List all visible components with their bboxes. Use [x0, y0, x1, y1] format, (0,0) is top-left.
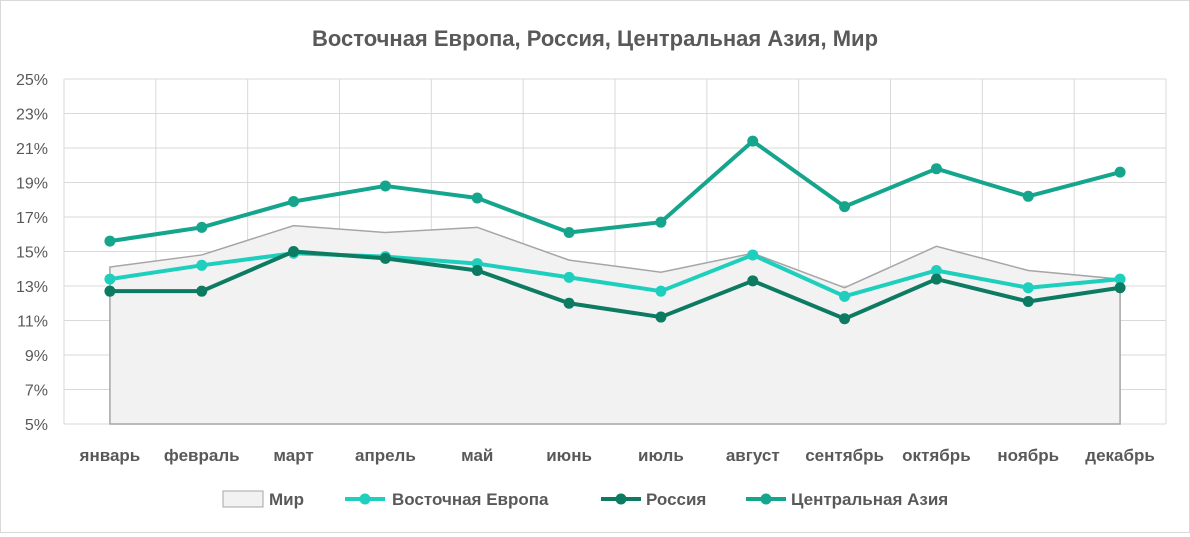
legend-label-1: Восточная Европа [392, 490, 549, 509]
legend-swatch-area [222, 490, 264, 508]
y-tick-label: 7% [25, 383, 48, 400]
y-tick-label: 21% [16, 141, 48, 158]
data-point [747, 135, 759, 147]
data-point [747, 249, 759, 261]
series-area [109, 224, 1121, 425]
x-tick-label: август [726, 446, 780, 465]
y-tick-label: 15% [16, 245, 48, 262]
data-point [288, 246, 300, 257]
data-point [563, 227, 575, 239]
data-point [196, 285, 208, 297]
x-tick-label: февраль [164, 446, 240, 465]
legend-label-0: Мир [269, 490, 304, 509]
data-point [288, 195, 300, 207]
data-point [839, 313, 851, 325]
data-point [1114, 166, 1126, 178]
x-tick-label: январь [79, 446, 141, 465]
legend: Мир Восточная Европа Россия Центральная Ази… [222, 490, 948, 509]
y-tick-label: 23% [16, 107, 48, 124]
legend-label-3: Центральная Азия [791, 490, 948, 509]
data-point [839, 290, 851, 302]
data-point [1022, 296, 1034, 308]
legend-swatch-marker [615, 493, 627, 505]
data-point [930, 273, 942, 285]
x-tick-label: июль [638, 446, 684, 465]
chart-title: Восточная Европа, Россия, Центральная Аз… [312, 26, 878, 51]
x-tick-label: апрель [355, 446, 416, 465]
data-point [1022, 190, 1034, 202]
y-tick-label: 13% [16, 279, 48, 296]
y-tick-label: 11% [17, 314, 48, 331]
data-point [104, 273, 116, 285]
x-tick-label: октябрь [902, 446, 970, 465]
series-line-1 [109, 251, 1121, 299]
y-tick-label: 9% [25, 348, 48, 365]
data-point [104, 235, 116, 247]
data-point [379, 180, 391, 192]
series-line-3 [109, 139, 1121, 244]
y-tick-label: 25% [16, 72, 48, 89]
data-point [563, 297, 575, 309]
series-area-mir [109, 224, 1121, 425]
x-tick-label: декабрь [1085, 446, 1155, 465]
data-point [930, 163, 942, 175]
data-point [104, 285, 116, 297]
y-axis-ticks: 5% 7% 9% 11% 13% 15% 17% 19% 21% 23% 25% [16, 72, 48, 434]
x-tick-label: май [461, 446, 493, 465]
data-point [379, 252, 391, 264]
data-point [1114, 282, 1126, 294]
x-tick-label: июнь [546, 446, 592, 465]
data-point [1022, 282, 1034, 294]
x-tick-label: март [273, 446, 313, 465]
data-point [196, 259, 208, 271]
x-tick-label: ноябрь [997, 446, 1059, 465]
data-point [471, 264, 483, 276]
data-point [655, 285, 667, 297]
data-point [839, 201, 851, 213]
series-line-2 [109, 249, 1121, 321]
data-point [196, 221, 208, 233]
data-point [655, 311, 667, 323]
legend-swatch-marker [359, 493, 371, 505]
x-tick-label: сентябрь [805, 446, 884, 465]
data-point [1114, 273, 1126, 285]
y-tick-label: 17% [16, 210, 48, 227]
y-tick-label: 5% [25, 417, 48, 434]
data-point [471, 192, 483, 204]
data-point [563, 271, 575, 283]
x-axis-ticks: январь февраль март апрель май июнь июль август… [79, 446, 1155, 465]
data-point [747, 275, 759, 287]
legend-label-2: Россия [646, 490, 706, 509]
series-lines [104, 135, 1126, 325]
data-point [655, 216, 667, 228]
data-point [930, 264, 942, 276]
legend-swatch-marker [760, 493, 772, 505]
y-tick-label: 19% [16, 176, 48, 193]
